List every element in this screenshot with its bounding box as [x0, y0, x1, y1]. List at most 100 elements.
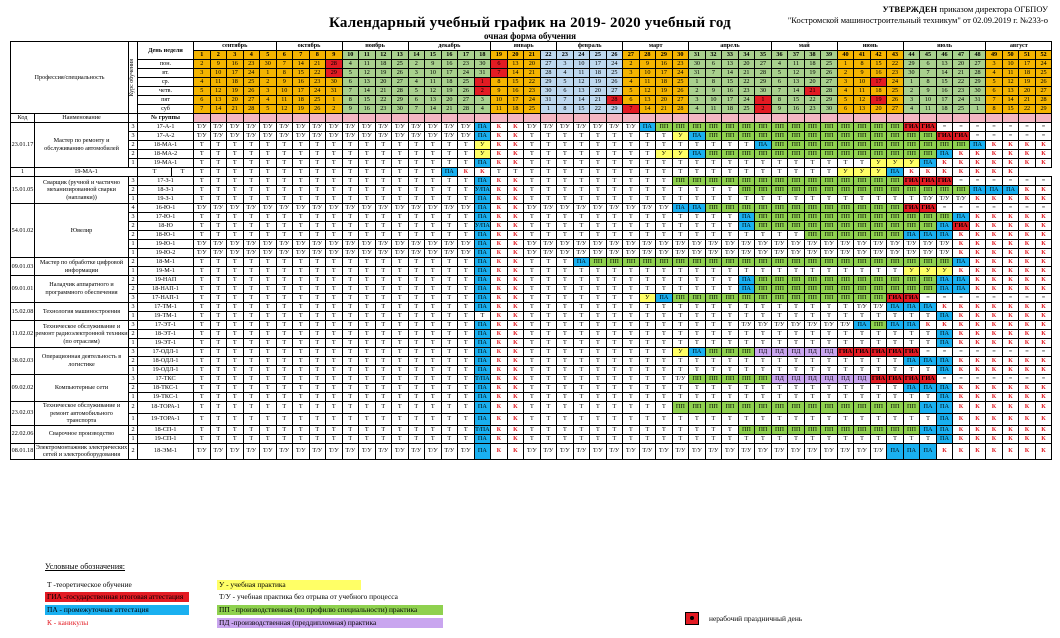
schedule-cell: Т [440, 433, 459, 444]
schedule-cell: Т [622, 374, 640, 384]
schedule-cell: Т/У [803, 239, 822, 249]
schedule-cell: Т [259, 320, 277, 330]
date-cell: 3 [836, 77, 855, 87]
schedule-cell: Т [704, 365, 723, 375]
schedule-cell: Т [325, 347, 343, 357]
schedule-cell: Т [556, 284, 574, 294]
schedule-cell: Т [902, 365, 921, 375]
schedule-cell: К [985, 239, 1003, 249]
date-cell: 9 [919, 86, 937, 96]
schedule-cell: К [506, 356, 525, 366]
schedule-cell: Т [572, 131, 591, 141]
date-cell: 15 [787, 95, 805, 105]
schedule-cell: Т [325, 424, 343, 435]
schedule-cell: Т [704, 320, 723, 330]
date-cell: 21 [523, 68, 541, 78]
schedule-cell: = [968, 176, 987, 186]
schedule-cell: ПП [721, 401, 739, 414]
schedule-cell: Т [820, 392, 838, 402]
specialty-name: Сварщик (ручной и частично механизирован… [34, 176, 129, 204]
course-number: 1 [128, 412, 138, 426]
schedule-cell: ПП [622, 257, 640, 267]
schedule-cell: Т [853, 158, 871, 168]
schedule-cell: Т/У [193, 203, 211, 213]
schedule-cell: Т [457, 433, 475, 444]
specialty-code: 08.01.18 [10, 442, 35, 460]
schedule-cell: ПА [737, 275, 756, 285]
schedule-cell: Т [275, 176, 294, 186]
schedule-cell: Т/У [638, 239, 657, 249]
schedule-cell: Т [226, 284, 244, 294]
schedule-cell: Т [721, 412, 739, 426]
date-cell: 1 [836, 59, 855, 69]
schedule-cell: Т [770, 365, 789, 375]
schedule-cell: К [506, 140, 525, 150]
schedule-cell: Т [919, 311, 937, 321]
schedule-cell: ПП [770, 185, 789, 195]
header-spacer [671, 113, 690, 123]
group-number: 19-МА-1 [136, 158, 195, 168]
schedule-cell: ПП [820, 293, 838, 303]
schedule-cell: Т [853, 194, 871, 204]
schedule-cell: Т/У [391, 131, 409, 141]
date-cell: 6 [919, 59, 937, 69]
schedule-cell: Т [671, 275, 690, 285]
date-cell: 23 [671, 59, 690, 69]
schedule-cell: Т/У [209, 122, 228, 132]
header-spacer [836, 113, 855, 123]
schedule-cell: ГИА [886, 347, 904, 357]
header-spacer [655, 113, 673, 123]
schedule-cell: ПП [820, 140, 838, 150]
schedule-cell: ПП [787, 131, 805, 141]
schedule-cell: Т/У [787, 442, 805, 460]
schedule-cell: ПП [853, 212, 871, 222]
schedule-cell: Т [704, 433, 723, 444]
group-number: 18-НАП-1 [136, 284, 195, 294]
schedule-cell: Т [737, 167, 756, 177]
date-cell: 23 [308, 77, 327, 87]
schedule-cell: К [952, 433, 970, 444]
schedule-cell: Т [803, 392, 822, 402]
schedule-cell: Т [275, 167, 294, 177]
schedule-cell: Т [853, 329, 871, 339]
schedule-cell: Т [209, 275, 228, 285]
schedule-cell: Т/У [440, 248, 459, 258]
schedule-cell: К [1018, 149, 1036, 159]
schedule-cell: К [1018, 194, 1036, 204]
schedule-cell: ПП [589, 257, 607, 267]
date-cell: 7 [985, 95, 1003, 105]
schedule-cell: Т [622, 338, 640, 348]
date-cell: 3 [259, 86, 277, 96]
schedule-cell: Т/У [589, 248, 607, 258]
schedule-cell: Т [704, 230, 723, 240]
schedule-cell: К [1001, 401, 1020, 414]
schedule-cell: ПП [737, 257, 756, 267]
schedule-cell: Т/У [226, 131, 244, 141]
table-row: 09.02.02 Компьютерные сети 3 17-ТКС Т Т Т Т Т Т Т Т… [10, 374, 1053, 402]
date-cell: 14 [935, 68, 954, 78]
schedule-cell: К [985, 257, 1003, 267]
schedule-cell: К [1034, 266, 1053, 276]
schedule-cell: ПП [605, 257, 624, 267]
schedule-cell: Т [886, 329, 904, 339]
date-cell: 31 [968, 95, 987, 105]
schedule-cell: К [1001, 257, 1020, 267]
schedule-cell: Т [275, 383, 294, 393]
schedule-cell: Т [424, 140, 442, 150]
header-spacer [457, 113, 475, 123]
schedule-cell: Т [358, 284, 376, 294]
schedule-cell: ПП [869, 257, 888, 267]
schedule-cell: Т [275, 338, 294, 348]
date-cell: 3 [902, 95, 921, 105]
schedule-cell: Т [341, 433, 360, 444]
schedule-cell: Т/У [754, 239, 772, 249]
schedule-cell: ПП [935, 185, 954, 195]
schedule-cell: Т/У [308, 248, 327, 258]
schedule-cell: Т [523, 365, 541, 375]
week-number: 26 [605, 50, 624, 60]
schedule-cell: У [886, 158, 904, 168]
schedule-cell: Т [556, 338, 574, 348]
schedule-cell: Т [358, 401, 376, 414]
header-spacer [704, 113, 723, 123]
schedule-cell: Т [556, 424, 574, 435]
